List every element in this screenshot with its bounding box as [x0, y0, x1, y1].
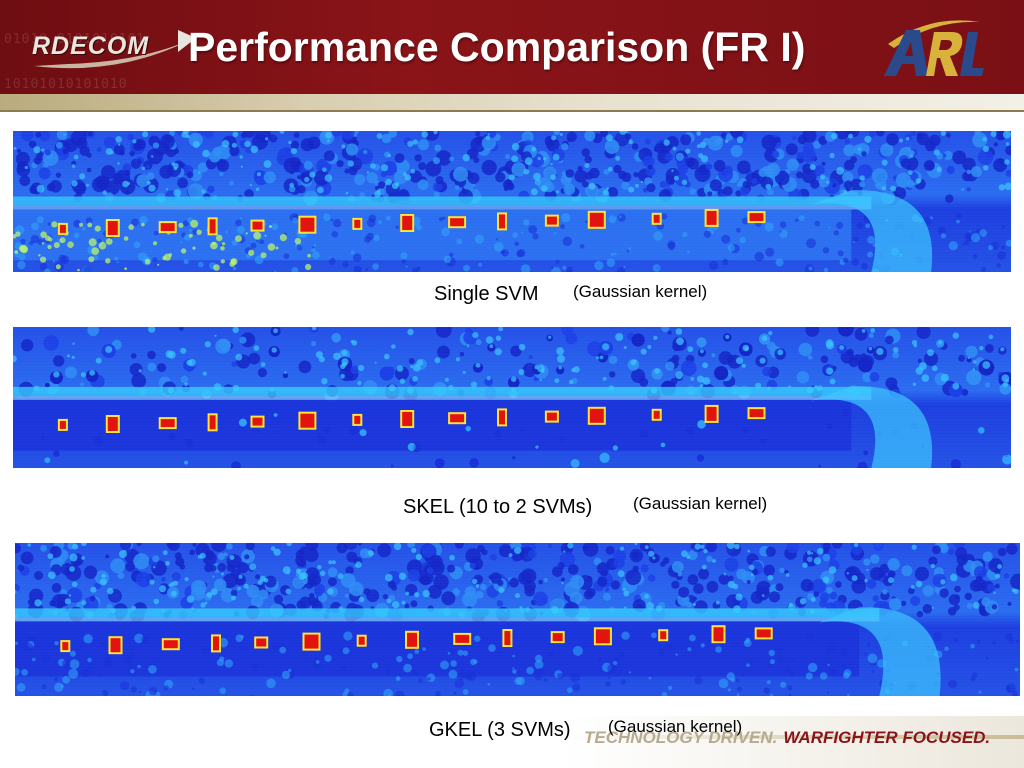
- heatmap-graphic: [15, 543, 1020, 696]
- footer-stripe: [560, 735, 1024, 739]
- caption-kernel: (Gaussian kernel): [608, 717, 743, 736]
- rdecom-logo-text: RDECOM: [32, 32, 150, 60]
- swoosh-icon: [34, 30, 196, 69]
- caption-method: GKEL (3 SVMs): [429, 719, 571, 741]
- rdecom-logo: RDECOM: [28, 26, 198, 76]
- result-image-single-svm: [13, 131, 1011, 272]
- gold-divider: [0, 110, 1024, 112]
- caption-method: SKEL (10 to 2 SVMs): [403, 496, 593, 518]
- caption-kernel: (Gaussian kernel): [573, 282, 708, 301]
- caption-method: Single SVM: [434, 283, 539, 305]
- caption-kernel: (Gaussian kernel): [633, 494, 768, 513]
- result-image-gkel: [15, 543, 1020, 696]
- arl-logo: [884, 20, 984, 76]
- slide-footer: [0, 716, 1024, 768]
- slide-header: 01010 0101010101 10101010101010 01010101…: [0, 0, 1024, 94]
- heatmap-graphic: [13, 327, 1011, 468]
- result-image-skel: [13, 327, 1011, 468]
- page-title: Performance Comparison (FR I): [188, 24, 806, 70]
- tagline-warfighter-focused: WARFIGHTER FOCUSED.: [783, 728, 991, 747]
- footer-tagline: TECHNOLOGY DRIVEN. WARFIGHTER FOCUSED.: [584, 728, 990, 748]
- tagline-technology-driven: TECHNOLOGY DRIVEN.: [584, 728, 778, 747]
- binary-pattern: 01010 0101010101 10101010101010 01010101…: [4, 32, 146, 92]
- gold-accent-bar: [0, 94, 1024, 110]
- heatmap-graphic: [13, 131, 1011, 272]
